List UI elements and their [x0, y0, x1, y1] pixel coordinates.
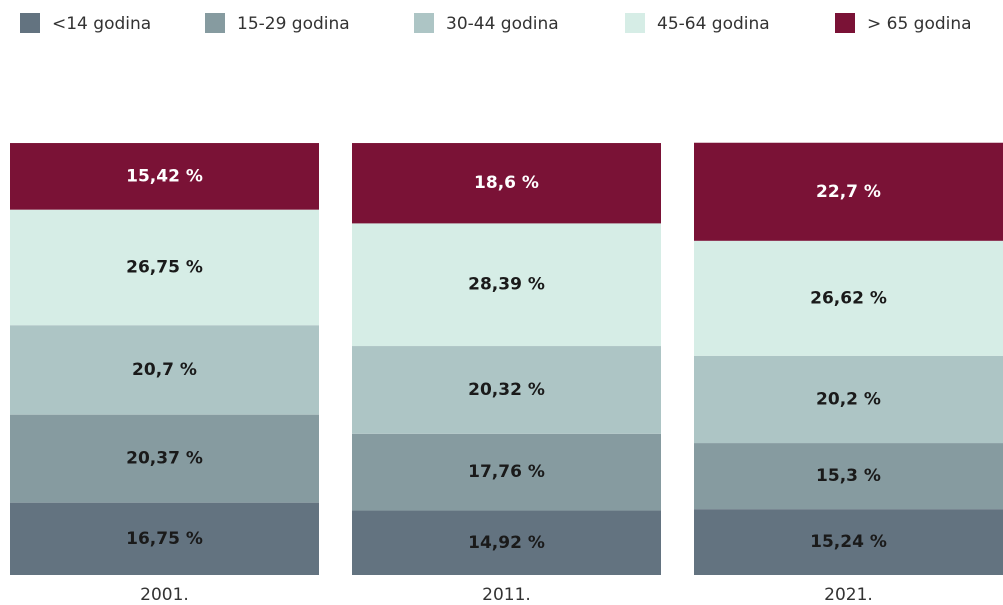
bar-segment — [10, 502, 319, 575]
value-label: 20,37 % — [126, 449, 203, 469]
value-label: 22,7 % — [816, 182, 881, 202]
legend-swatch — [20, 13, 40, 33]
bar-segment — [352, 510, 661, 575]
bar-segment — [352, 433, 661, 511]
legend-swatch — [414, 13, 434, 33]
bar-segment — [694, 355, 1003, 444]
legend-label: 30-44 godina — [446, 14, 559, 34]
value-label: 16,75 % — [126, 529, 203, 549]
value-label: 26,75 % — [126, 257, 203, 277]
value-label: 18,6 % — [474, 173, 539, 193]
legend-label: <14 godina — [52, 14, 151, 34]
bar-segment — [10, 209, 319, 326]
value-label: 20,2 % — [816, 389, 881, 409]
x-tick-label: 2001. — [140, 585, 189, 605]
value-label: 26,62 % — [810, 288, 887, 308]
bar-segment — [694, 443, 1003, 510]
value-label: 20,7 % — [132, 360, 197, 380]
bar-segment — [694, 240, 1003, 356]
x-tick-label: 2021. — [824, 585, 873, 605]
value-label: 14,92 % — [468, 533, 545, 553]
value-label: 28,39 % — [468, 275, 545, 295]
bar-segment — [10, 414, 319, 503]
legend-swatch — [625, 13, 645, 33]
bar-segment — [352, 143, 661, 224]
value-label: 17,76 % — [468, 462, 545, 482]
bar-segment — [694, 142, 1003, 241]
bar-segment — [10, 143, 319, 210]
value-label: 15,24 % — [810, 532, 887, 552]
bar-segment — [10, 325, 319, 415]
legend-swatch — [205, 13, 225, 33]
x-tick-label: 2011. — [482, 585, 531, 605]
value-label: 20,32 % — [468, 380, 545, 400]
bar-segment — [352, 346, 661, 434]
bar-segment — [694, 509, 1003, 575]
bar-segment — [352, 223, 661, 347]
legend-label: 15-29 godina — [237, 14, 350, 34]
legend-label: 45-64 godina — [657, 14, 770, 34]
value-label: 15,42 % — [126, 166, 203, 186]
value-label: 15,3 % — [816, 466, 881, 486]
legend-label: > 65 godina — [867, 14, 972, 34]
legend-swatch — [835, 13, 855, 33]
